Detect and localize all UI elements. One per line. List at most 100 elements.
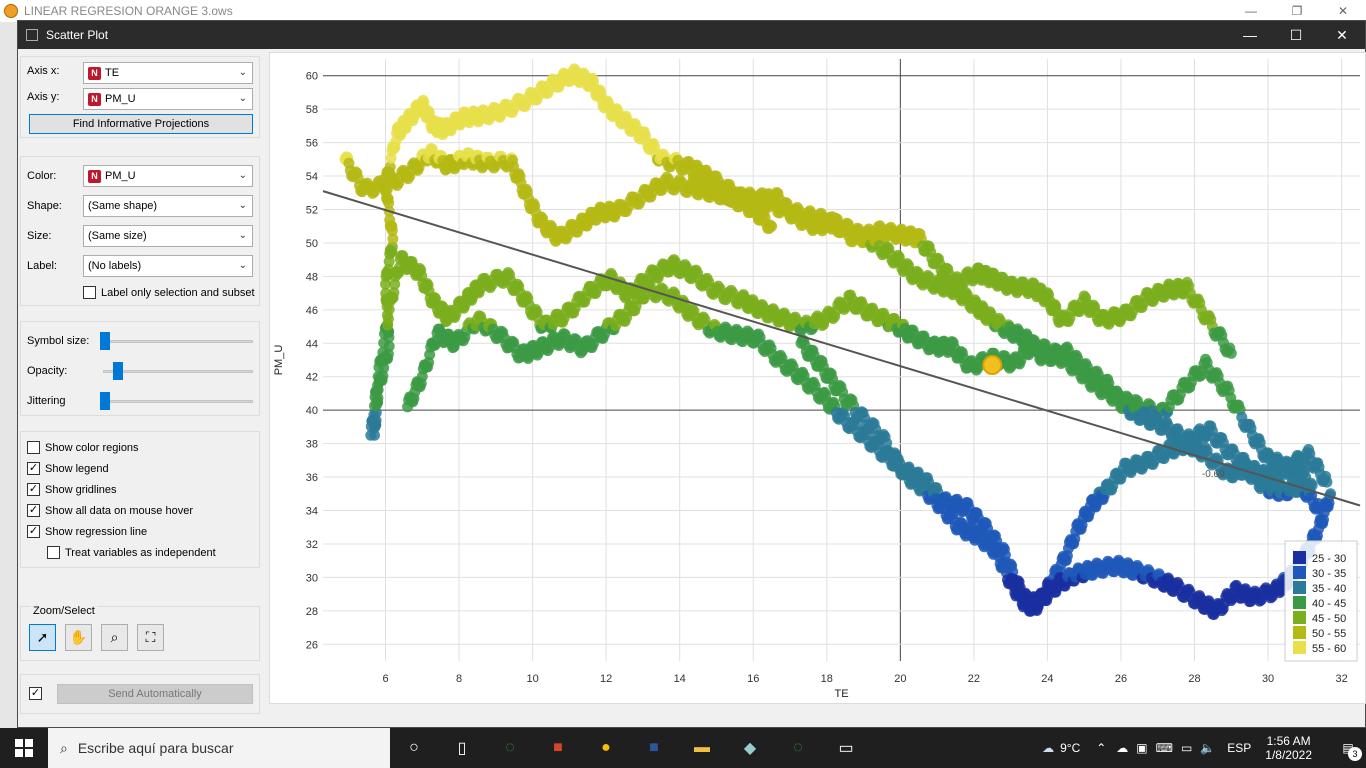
- bg-close-button[interactable]: ✕: [1337, 4, 1349, 18]
- shape-select[interactable]: (Same shape) ⌄: [83, 195, 253, 217]
- x-tick-label: 14: [674, 673, 686, 685]
- start-button[interactable]: [0, 728, 48, 768]
- checkmark-icon[interactable]: ✓: [27, 462, 40, 475]
- orange-taskbar-icon[interactable]: ◌: [505, 739, 515, 756]
- label-only-checkbox[interactable]: Label only selection and subset: [83, 286, 255, 299]
- label-value: (No labels): [88, 260, 142, 272]
- word-icon[interactable]: ■: [649, 739, 659, 756]
- fit-view-icon: ⛶: [145, 629, 156, 645]
- axis-y-label: Axis y:: [27, 91, 60, 103]
- zoom-select-title: Zoom/Select: [33, 605, 95, 617]
- clock-date: 1/8/2022: [1265, 748, 1312, 762]
- file-explorer-icon[interactable]: ▬: [694, 739, 710, 756]
- data-point: [365, 429, 377, 441]
- select-pointer-button[interactable]: ➚: [29, 624, 56, 651]
- weather-icon[interactable]: ☁: [1042, 741, 1055, 755]
- meet-now-icon[interactable]: ▣: [1136, 741, 1148, 755]
- checkmark-icon[interactable]: ✓: [27, 525, 40, 538]
- y-tick-label: 46: [306, 305, 318, 317]
- display-icon[interactable]: ▭: [1180, 741, 1193, 755]
- taskbar-search-box[interactable]: ⌕ Escribe aquí para buscar: [48, 728, 390, 768]
- opacity-handle[interactable]: [113, 362, 123, 380]
- checkbox-box[interactable]: [27, 441, 40, 454]
- show-legend-checkbox[interactable]: ✓ Show legend: [27, 462, 109, 475]
- minimize-button[interactable]: —: [1243, 27, 1257, 43]
- scatter-plot-area[interactable]: 6 8 10 12 14 16 18 20 22 24 26 28 30 32 26 28 30 32 34 36 38…: [269, 52, 1366, 704]
- jittering-slider[interactable]: [103, 400, 253, 403]
- chevron-down-icon: ⌄: [238, 67, 247, 78]
- data-point: [372, 371, 384, 383]
- show-color-regions-label: Show color regions: [45, 441, 139, 454]
- show-regression-line-checkbox[interactable]: ✓ Show regression line: [27, 525, 147, 538]
- notepad-icon[interactable]: ▭: [838, 740, 854, 757]
- x-tick-label: 28: [1188, 673, 1200, 685]
- ime-icon[interactable]: ⌨: [1155, 741, 1173, 755]
- pointer-icon: ➚: [36, 629, 49, 645]
- orange-taskbar-icon-2[interactable]: ◌: [793, 739, 803, 756]
- data-point: [377, 346, 389, 358]
- checkmark-icon[interactable]: ✓: [27, 483, 40, 496]
- task-view-icon[interactable]: ▯: [457, 740, 467, 757]
- treat-independent-checkbox[interactable]: Treat variables as independent: [47, 546, 216, 559]
- window-titlebar: Scatter Plot — ☐ ✕: [18, 21, 1365, 49]
- show-all-data-label: Show all data on mouse hover: [45, 504, 193, 517]
- bg-minimize-button[interactable]: —: [1245, 4, 1257, 18]
- volume-icon[interactable]: 🔈: [1200, 741, 1216, 755]
- x-tick-label: 22: [968, 673, 980, 685]
- size-value: (Same size): [88, 230, 147, 242]
- find-informative-projections-button[interactable]: Find Informative Projections: [29, 114, 253, 134]
- chevron-down-icon: ⌄: [238, 260, 247, 271]
- show-gridlines-checkbox[interactable]: ✓ Show gridlines: [27, 483, 117, 496]
- send-automatically-button[interactable]: Send Automatically: [57, 684, 253, 704]
- reset-zoom-button[interactable]: ⛶: [137, 624, 164, 651]
- data-point: [388, 287, 400, 299]
- send-auto-checkbox[interactable]: ✓: [29, 687, 42, 700]
- chevron-down-icon: ⌄: [238, 93, 247, 104]
- legend-label: 25 - 30: [1312, 553, 1346, 565]
- jittering-label: Jittering: [27, 395, 66, 407]
- chrome-icon[interactable]: ●: [601, 739, 611, 756]
- notification-center-button[interactable]: ▤ 3: [1330, 741, 1366, 761]
- legend-swatch: [1293, 566, 1306, 579]
- chevron-down-icon: ⌄: [238, 230, 247, 241]
- y-tick-label: 60: [306, 71, 318, 83]
- checkbox-box[interactable]: [47, 546, 60, 559]
- size-select[interactable]: (Same size) ⌄: [83, 225, 253, 247]
- jittering-handle[interactable]: [100, 392, 110, 410]
- powerpoint-icon[interactable]: ■: [553, 739, 563, 756]
- paint-icon[interactable]: ◆: [743, 740, 757, 757]
- symbol-size-slider[interactable]: [103, 340, 253, 343]
- show-all-data-checkbox[interactable]: ✓ Show all data on mouse hover: [27, 504, 193, 517]
- axis-y-value: PM_U: [105, 93, 136, 105]
- checkmark-icon[interactable]: ✓: [27, 504, 40, 517]
- language-indicator[interactable]: ESP: [1227, 741, 1252, 755]
- size-label: Size:: [27, 230, 52, 242]
- opacity-slider[interactable]: [103, 370, 253, 373]
- bg-restore-button[interactable]: ❐: [1291, 4, 1303, 18]
- symbol-size-handle[interactable]: [100, 332, 110, 350]
- show-color-regions-checkbox[interactable]: Show color regions: [27, 441, 139, 454]
- label-select[interactable]: (No labels) ⌄: [83, 255, 253, 277]
- close-button[interactable]: ✕: [1336, 26, 1348, 43]
- checkbox-box[interactable]: [83, 286, 96, 299]
- network-warning-icon[interactable]: ☁: [1116, 741, 1129, 755]
- pan-button[interactable]: ✋: [65, 624, 92, 651]
- color-select[interactable]: N PM_U ⌄: [83, 165, 253, 187]
- numeric-variable-icon: N: [88, 66, 101, 80]
- zoom-button[interactable]: ⌕: [101, 624, 128, 651]
- y-tick-label: 42: [306, 372, 318, 384]
- clock[interactable]: 1:56 AM 1/8/2022: [1265, 734, 1312, 762]
- weather-temp[interactable]: 9°C: [1060, 741, 1081, 755]
- tray-chevron-icon[interactable]: ⌃: [1096, 741, 1107, 755]
- cortana-icon[interactable]: ○: [409, 739, 419, 756]
- axis-x-select[interactable]: N TE ⌄: [83, 62, 253, 84]
- shape-label: Shape:: [27, 200, 62, 212]
- maximize-button[interactable]: ☐: [1289, 26, 1303, 43]
- options-panel: Show color regions ✓ Show legend ✓ Show …: [20, 431, 260, 568]
- x-tick-label: 12: [600, 673, 612, 685]
- scatter-plot-svg[interactable]: 6 8 10 12 14 16 18 20 22 24 26 28 30 32 26 28 30 32 34 36 38…: [270, 53, 1366, 705]
- magnifier-icon: ⌕: [110, 629, 119, 645]
- axis-y-select[interactable]: N PM_U ⌄: [83, 88, 253, 110]
- data-point: [1321, 476, 1333, 488]
- background-app-canvas: [0, 22, 18, 728]
